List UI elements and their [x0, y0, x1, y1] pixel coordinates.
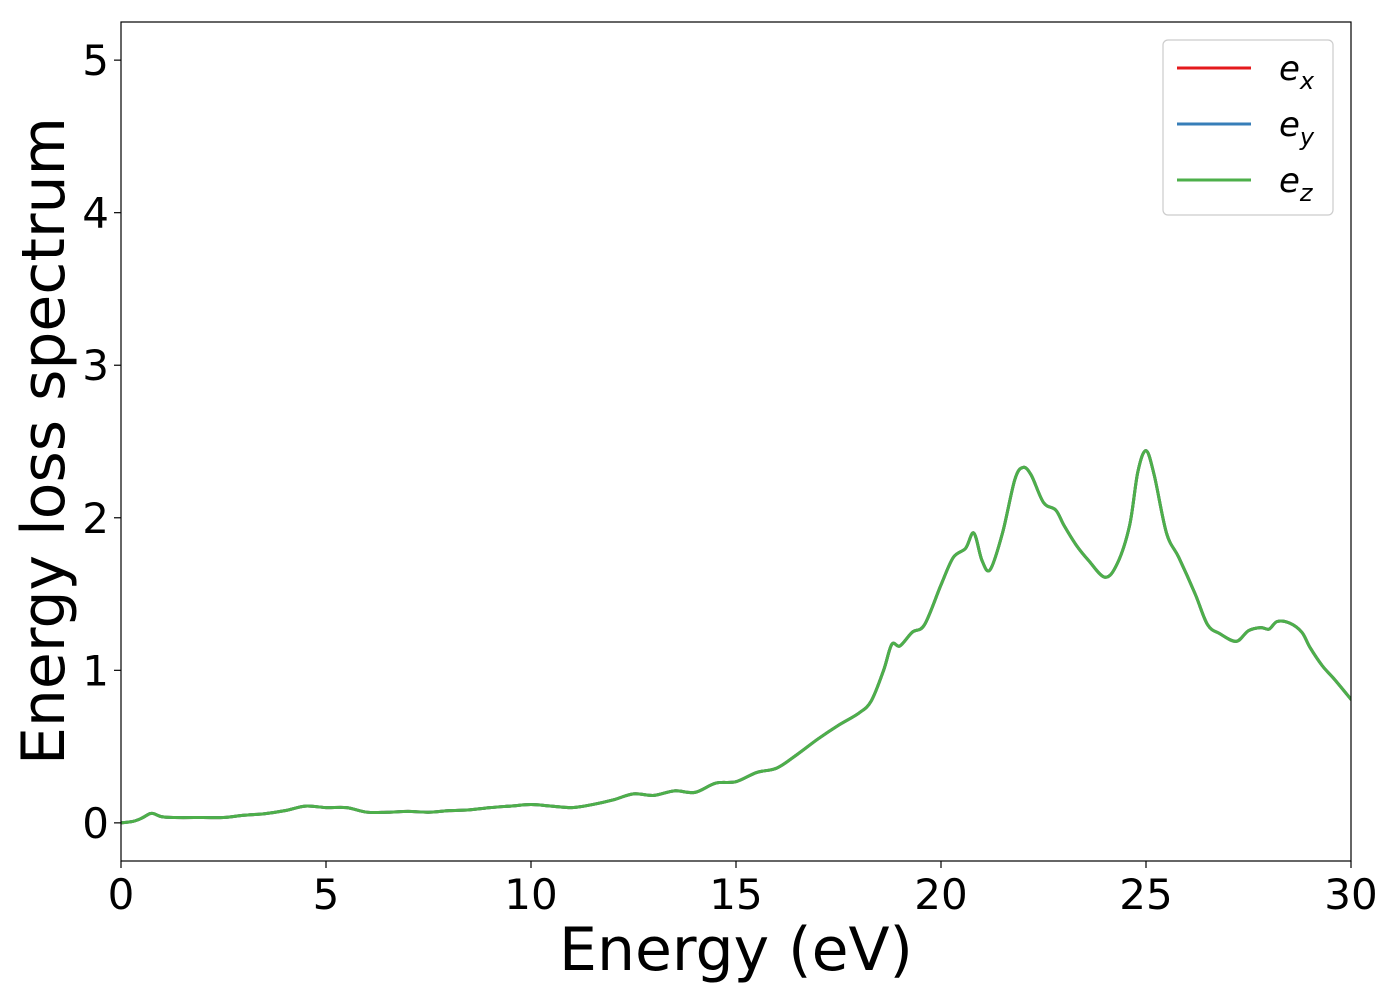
x-axis-label: Energy (eV)	[559, 915, 913, 985]
x-tick-label: 15	[709, 870, 762, 919]
series-line-e-z	[121, 449, 1351, 825]
legend: ex ey ez	[1162, 39, 1334, 216]
x-tick-label: 5	[313, 870, 340, 919]
y-tick-label: 0	[82, 799, 109, 848]
series-line-e-x	[121, 449, 1351, 825]
y-tick-label: 5	[82, 36, 109, 85]
y-tick-label: 4	[82, 189, 109, 238]
x-tick-label: 20	[914, 870, 967, 919]
legend-box	[1162, 39, 1334, 216]
legend-label: ey	[1279, 105, 1315, 151]
series-layer	[121, 449, 1351, 825]
x-tick-label: 0	[108, 870, 135, 919]
y-tick-label: 1	[82, 646, 109, 695]
y-tick-label: 3	[82, 341, 109, 390]
x-axis-ticks: 0 5 10 15 20 25 30	[108, 861, 1378, 919]
y-tick-label: 2	[82, 494, 109, 543]
x-tick-label: 25	[1119, 870, 1172, 919]
x-tick-label: 10	[504, 870, 557, 919]
legend-label: ez	[1279, 161, 1314, 207]
y-axis-label: Energy loss spectrum	[9, 117, 79, 765]
y-axis-ticks: 0 1 2 3 4 5	[82, 36, 121, 848]
series-line-e-y	[121, 449, 1351, 825]
legend-label: ex	[1279, 49, 1315, 95]
x-tick-label: 30	[1324, 870, 1377, 919]
